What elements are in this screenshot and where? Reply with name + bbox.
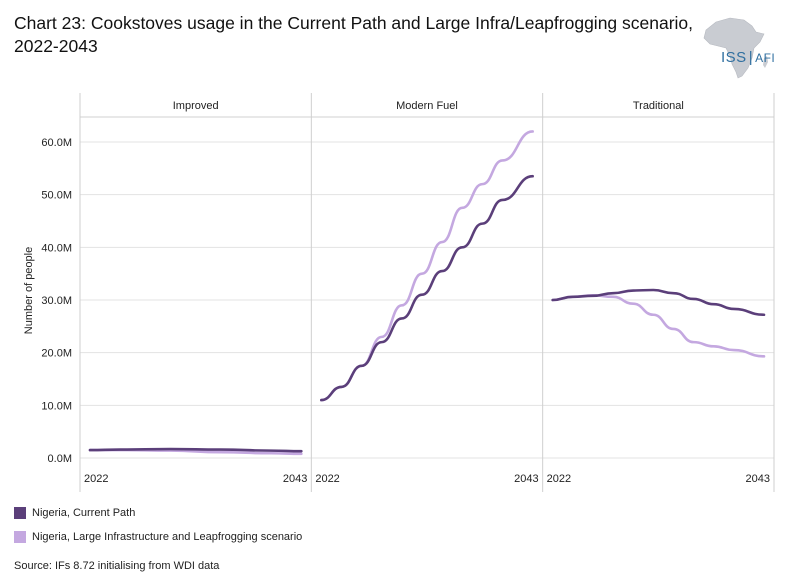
logo-text-main: ISS <box>721 49 747 66</box>
logo-text-sub: AFI <box>755 51 776 65</box>
legend-item: Nigeria, Current Path <box>14 503 302 523</box>
legend-label: Nigeria, Large Infrastructure and Leapfr… <box>32 531 303 543</box>
series-line <box>551 288 766 317</box>
y-tick-label: 50.0M <box>41 190 72 202</box>
x-tick-label: 2043 <box>514 473 538 485</box>
y-tick-label: 0.0M <box>48 453 72 465</box>
x-tick-label: 2043 <box>283 473 307 485</box>
y-tick-label: 10.0M <box>41 400 72 412</box>
y-tick-label: 60.0M <box>41 137 72 149</box>
legend-label: Nigeria, Current Path <box>32 507 136 519</box>
chart-title: Chart 23: Cookstoves usage in the Curren… <box>14 13 694 56</box>
logo-text: ISS | AFI <box>721 49 776 66</box>
panel-modern-fuel: Modern Fuel 2022 2043 <box>315 100 538 485</box>
legend-item: Nigeria, Large Infrastructure and Leapfr… <box>14 527 302 547</box>
legend: Nigeria, Current Path Nigeria, Large Inf… <box>14 503 302 551</box>
legend-swatch <box>14 531 26 543</box>
series-line <box>320 130 534 402</box>
x-tick-label: 2043 <box>746 473 770 485</box>
panel-improved: Improved 2022 2043 <box>84 100 307 485</box>
y-tick-label: 40.0M <box>41 242 72 254</box>
x-tick-label: 2022 <box>84 473 108 485</box>
panel-title: Improved <box>173 100 219 112</box>
y-tick-label: 30.0M <box>41 295 72 307</box>
y-axis-label: Number of people <box>23 247 35 334</box>
panel-title: Traditional <box>633 100 684 112</box>
series-line <box>88 447 303 453</box>
y-tick-label: 20.0M <box>41 348 72 360</box>
axes: 0.0M 10.0M 20.0M 30.0M 40.0M 50.0M 60.0M <box>41 137 72 465</box>
source-note: Source: IFs 8.72 initialising from WDI d… <box>14 560 220 572</box>
legend-swatch <box>14 507 26 519</box>
panel-title: Modern Fuel <box>396 100 458 112</box>
africa-map-icon <box>703 17 768 79</box>
grid <box>79 93 775 492</box>
series-line <box>551 293 766 358</box>
x-tick-label: 2022 <box>315 473 339 485</box>
series-line <box>320 174 534 402</box>
x-tick-label: 2022 <box>547 473 571 485</box>
panel-traditional: Traditional 2022 2043 <box>547 100 770 485</box>
